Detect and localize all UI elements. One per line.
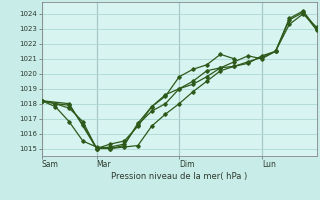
X-axis label: Pression niveau de la mer( hPa ): Pression niveau de la mer( hPa ) bbox=[111, 172, 247, 181]
